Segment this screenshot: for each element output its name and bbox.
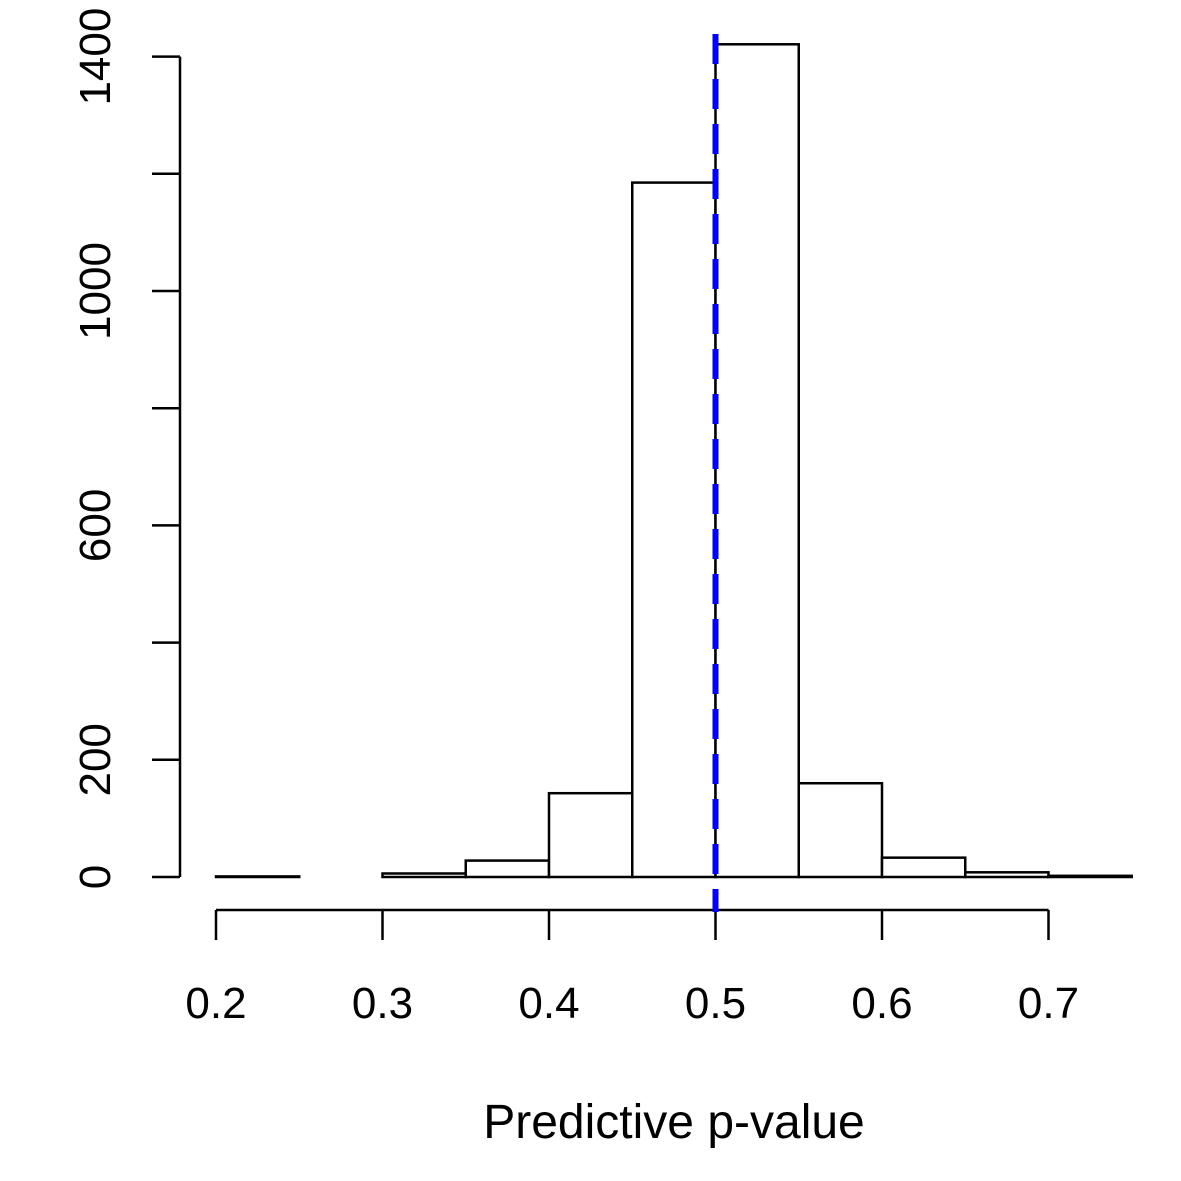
histogram-bar <box>797 781 884 879</box>
histogram-bar <box>464 859 551 879</box>
x-tick-label: 0.5 <box>685 979 746 1028</box>
histogram-bar <box>1047 874 1133 879</box>
histogram-bars <box>214 43 1133 879</box>
x-tick-label: 0.4 <box>518 979 579 1028</box>
histogram-bar <box>631 181 717 879</box>
x-tick-label: 0.7 <box>1018 979 1079 1028</box>
histogram-bar <box>547 791 634 879</box>
y-tick-label: 1000 <box>71 242 120 340</box>
y-tick-label: 0 <box>71 865 120 889</box>
x-axis-title: Predictive p-value <box>483 1096 865 1149</box>
x-tick-label: 0.3 <box>352 979 413 1028</box>
y-axis: 0 200 600 1000 1400 <box>71 8 182 889</box>
y-tick-label: 600 <box>71 489 120 562</box>
histogram-bar <box>381 872 467 879</box>
x-tick-label: 0.6 <box>851 979 912 1028</box>
x-axis: 0.2 0.3 0.4 0.5 0.6 0.7 <box>185 908 1079 1028</box>
y-tick-label: 1400 <box>71 8 120 106</box>
histogram-bar <box>714 43 800 879</box>
histogram-bar <box>214 875 301 879</box>
x-tick-label: 0.2 <box>185 979 246 1028</box>
histogram-bar <box>964 871 1050 879</box>
histogram-bar <box>880 856 967 879</box>
y-tick-label: 200 <box>71 723 120 796</box>
